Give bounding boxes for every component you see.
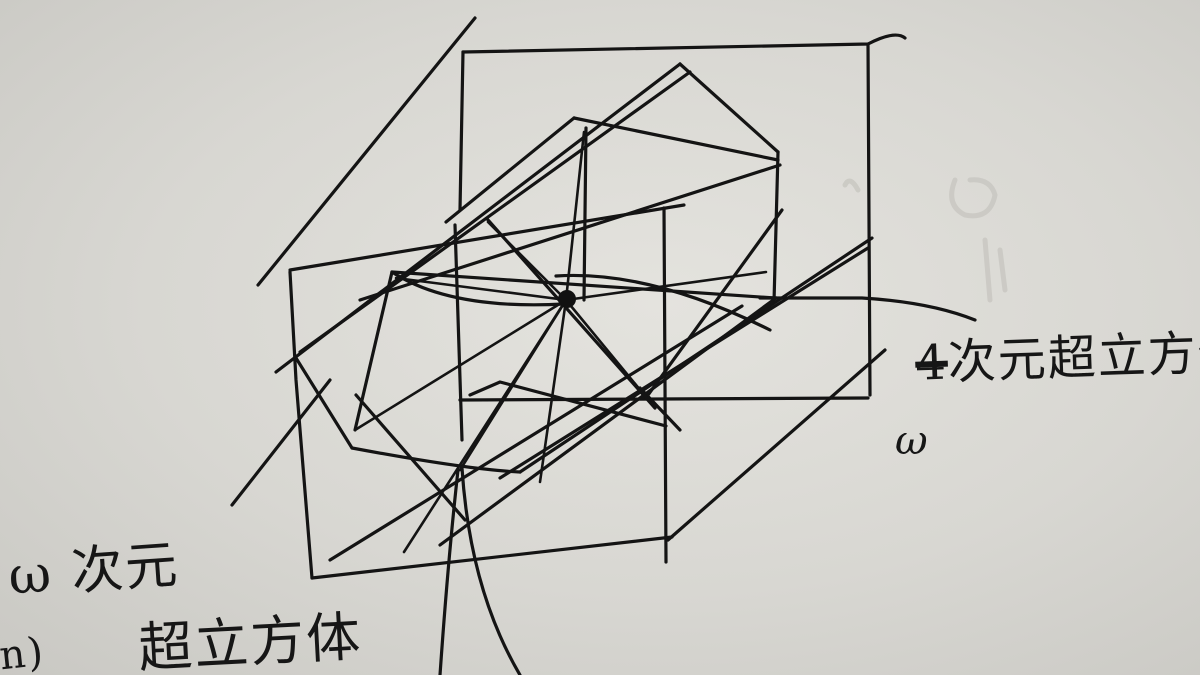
struck-digit: 4 bbox=[914, 334, 949, 392]
outer-cube bbox=[230, 16, 977, 580]
center-spokes bbox=[353, 130, 768, 554]
annotation-right-text: 次元超立方体 bbox=[946, 324, 1200, 391]
annotation-right: 4次元超立方体 bbox=[914, 312, 1200, 394]
annotation-omega: ω bbox=[895, 418, 930, 464]
annotation-left-edge: (n) bbox=[0, 628, 48, 675]
bleed-through-marks bbox=[842, 177, 1008, 303]
inner-projection bbox=[274, 62, 874, 562]
annotation-left-bottom: 超立方体 bbox=[136, 605, 364, 675]
center-vertex bbox=[558, 290, 576, 308]
lower-tails bbox=[438, 466, 522, 675]
annotation-left-top: ω 次元 bbox=[6, 535, 182, 607]
